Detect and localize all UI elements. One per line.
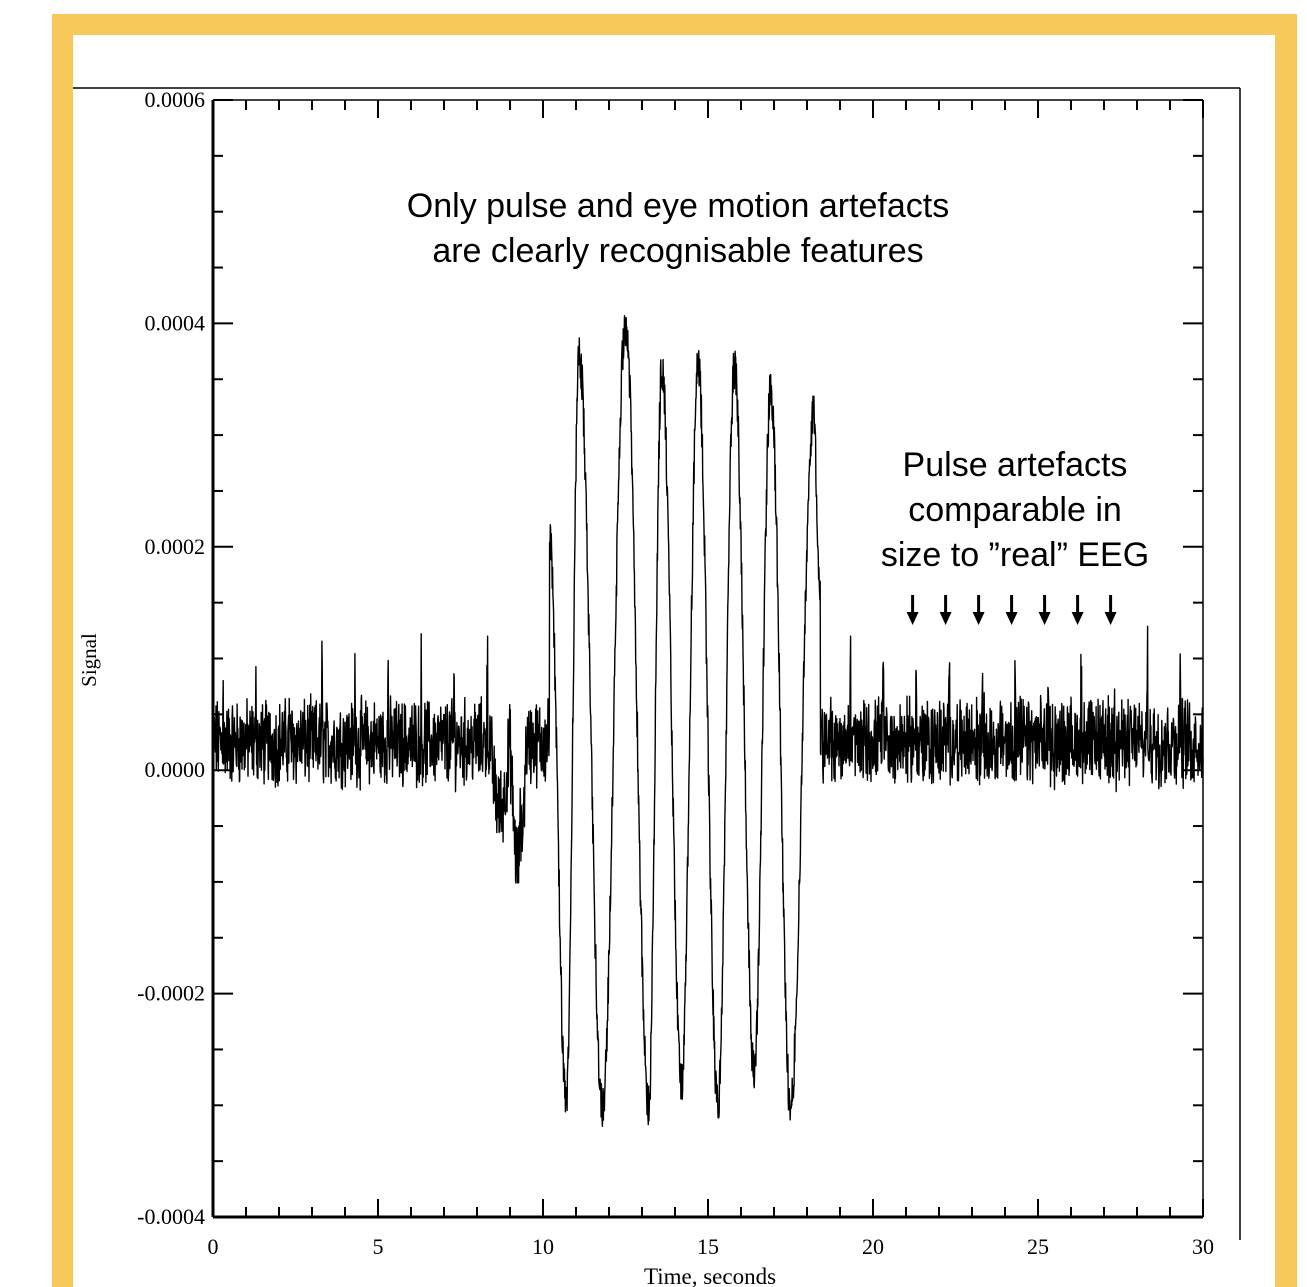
y-axis-label: Signal [77, 633, 101, 687]
x-tick-label: 0 [208, 1234, 219, 1259]
x-axis-label: Time, seconds [644, 1264, 776, 1287]
y-tick-label: -0.0002 [137, 981, 205, 1006]
y-tick-label: 0.0006 [145, 87, 206, 112]
y-tick-label: 0.0000 [145, 757, 206, 782]
annotation-line: Pulse artefacts [903, 446, 1128, 484]
annotation-pulse: Pulse artefacts comparable in size to ”rea… [881, 446, 1149, 574]
slide-panel [73, 35, 1275, 1287]
signal-trace [212, 315, 1204, 1128]
annotation-line: size to ”real” EEG [881, 536, 1149, 574]
down-arrow-icon [906, 595, 919, 625]
labels-layer: 0 5 10 15 20 25 30 0.0006 0.0004 0.0002 0.0000 -0.0… [137, 87, 1214, 1259]
signal-layer [212, 315, 1204, 1128]
pulse-arrows [906, 595, 1117, 625]
annotation-line: Only pulse and eye motion artefacts [407, 187, 949, 225]
down-arrow-icon [939, 595, 952, 625]
y-tick-label: -0.0004 [137, 1204, 205, 1229]
y-tick-label: 0.0002 [145, 534, 206, 559]
annotation-eye-motion: Only pulse and eye motion artefacts are c… [407, 187, 949, 270]
down-arrow-icon [972, 595, 985, 625]
annotation-line: are clearly recognisable features [432, 232, 923, 270]
down-arrow-icon [1038, 595, 1051, 625]
x-tick-label: 25 [1027, 1234, 1049, 1259]
x-tick-label: 10 [532, 1234, 554, 1259]
x-tick-label: 20 [862, 1234, 884, 1259]
down-arrow-icon [1005, 595, 1018, 625]
x-tick-label: 15 [697, 1234, 719, 1259]
down-arrow-icon [1071, 595, 1084, 625]
y-tick-label: 0.0004 [145, 310, 206, 335]
x-tick-label: 30 [1192, 1234, 1214, 1259]
down-arrow-icon [1104, 595, 1117, 625]
ticks-layer [212, 99, 1204, 1218]
annotation-line: comparable in [908, 491, 1122, 529]
x-tick-label: 5 [373, 1234, 384, 1259]
